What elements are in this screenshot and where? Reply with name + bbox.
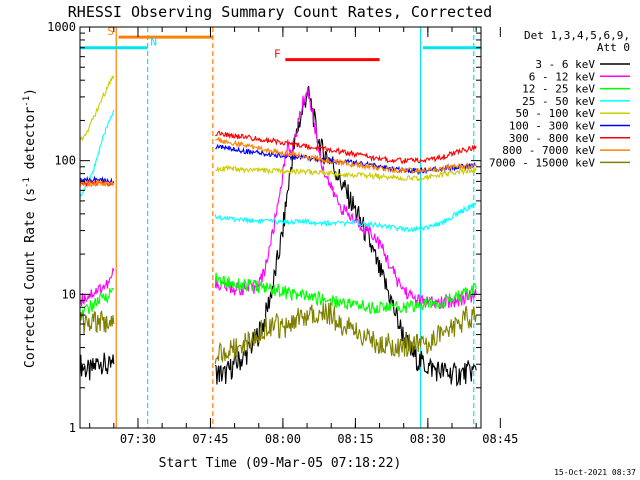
y-tick-label: 10	[62, 287, 76, 301]
series-line	[214, 272, 477, 315]
legend-label: 7000 - 15000 keV	[489, 156, 595, 169]
series-line	[80, 75, 115, 142]
x-tick-label: 08:45	[482, 432, 518, 446]
plot-frame	[79, 26, 482, 429]
legend-label: 12 - 25 keV	[522, 83, 595, 96]
legend-label: 6 - 12 keV	[529, 70, 596, 83]
x-tick-label: 08:15	[337, 432, 373, 446]
series-line	[215, 130, 477, 165]
flag-bars: S N F	[80, 25, 481, 62]
legend-label: 800 - 7000 keV	[502, 144, 595, 157]
series-line	[215, 165, 477, 182]
series-line	[80, 175, 115, 186]
legend-label: 50 - 100 keV	[516, 107, 596, 120]
series-line	[80, 109, 115, 197]
series-line	[214, 202, 477, 233]
series-line	[214, 85, 477, 387]
x-axis-ticks: 07:30 07:45 08:00 08:15 08:30 08:45	[89, 27, 518, 446]
y-axis-ticks: 1 10 100 1000	[47, 20, 481, 435]
x-tick-label: 08:00	[265, 432, 301, 446]
legend-label: 25 - 50 keV	[522, 95, 595, 108]
series-line	[214, 86, 477, 310]
series-line	[215, 136, 477, 175]
legend-header-line1: Det 1,3,4,5,6,9,	[524, 29, 630, 42]
x-tick-label: 07:45	[192, 432, 228, 446]
series-line	[80, 310, 115, 335]
series-line	[215, 143, 477, 176]
legend-header-line2: Att 0	[597, 41, 630, 54]
chart-title: RHESSI Observing Summary Count Rates, Co…	[68, 3, 492, 21]
y-tick-label: 1000	[47, 20, 76, 34]
flag-label: N	[150, 36, 157, 49]
y-tick-label: 1	[69, 421, 76, 435]
series-line	[80, 179, 115, 188]
y-axis-label: Corrected Count Rate (s-1 detector-1)	[22, 88, 38, 368]
legend-label: 3 - 6 keV	[535, 58, 595, 71]
flag-label: S	[107, 25, 114, 38]
x-axis-label: Start Time (09-Mar-05 07:18:22)	[159, 456, 402, 471]
x-tick-label: 07:30	[120, 432, 156, 446]
legend-label: 300 - 800 keV	[509, 132, 595, 145]
series-line	[214, 302, 477, 364]
legend-label: 100 - 300 keV	[509, 120, 595, 133]
series-line	[80, 267, 115, 307]
series-line	[80, 352, 115, 381]
timestamp: 15-Oct-2021 08:37	[554, 468, 636, 477]
y-tick-label: 100	[54, 154, 76, 168]
x-tick-label: 08:30	[410, 432, 446, 446]
series-line	[80, 287, 114, 322]
series-lines	[80, 75, 477, 387]
flag-label: F	[274, 48, 281, 61]
